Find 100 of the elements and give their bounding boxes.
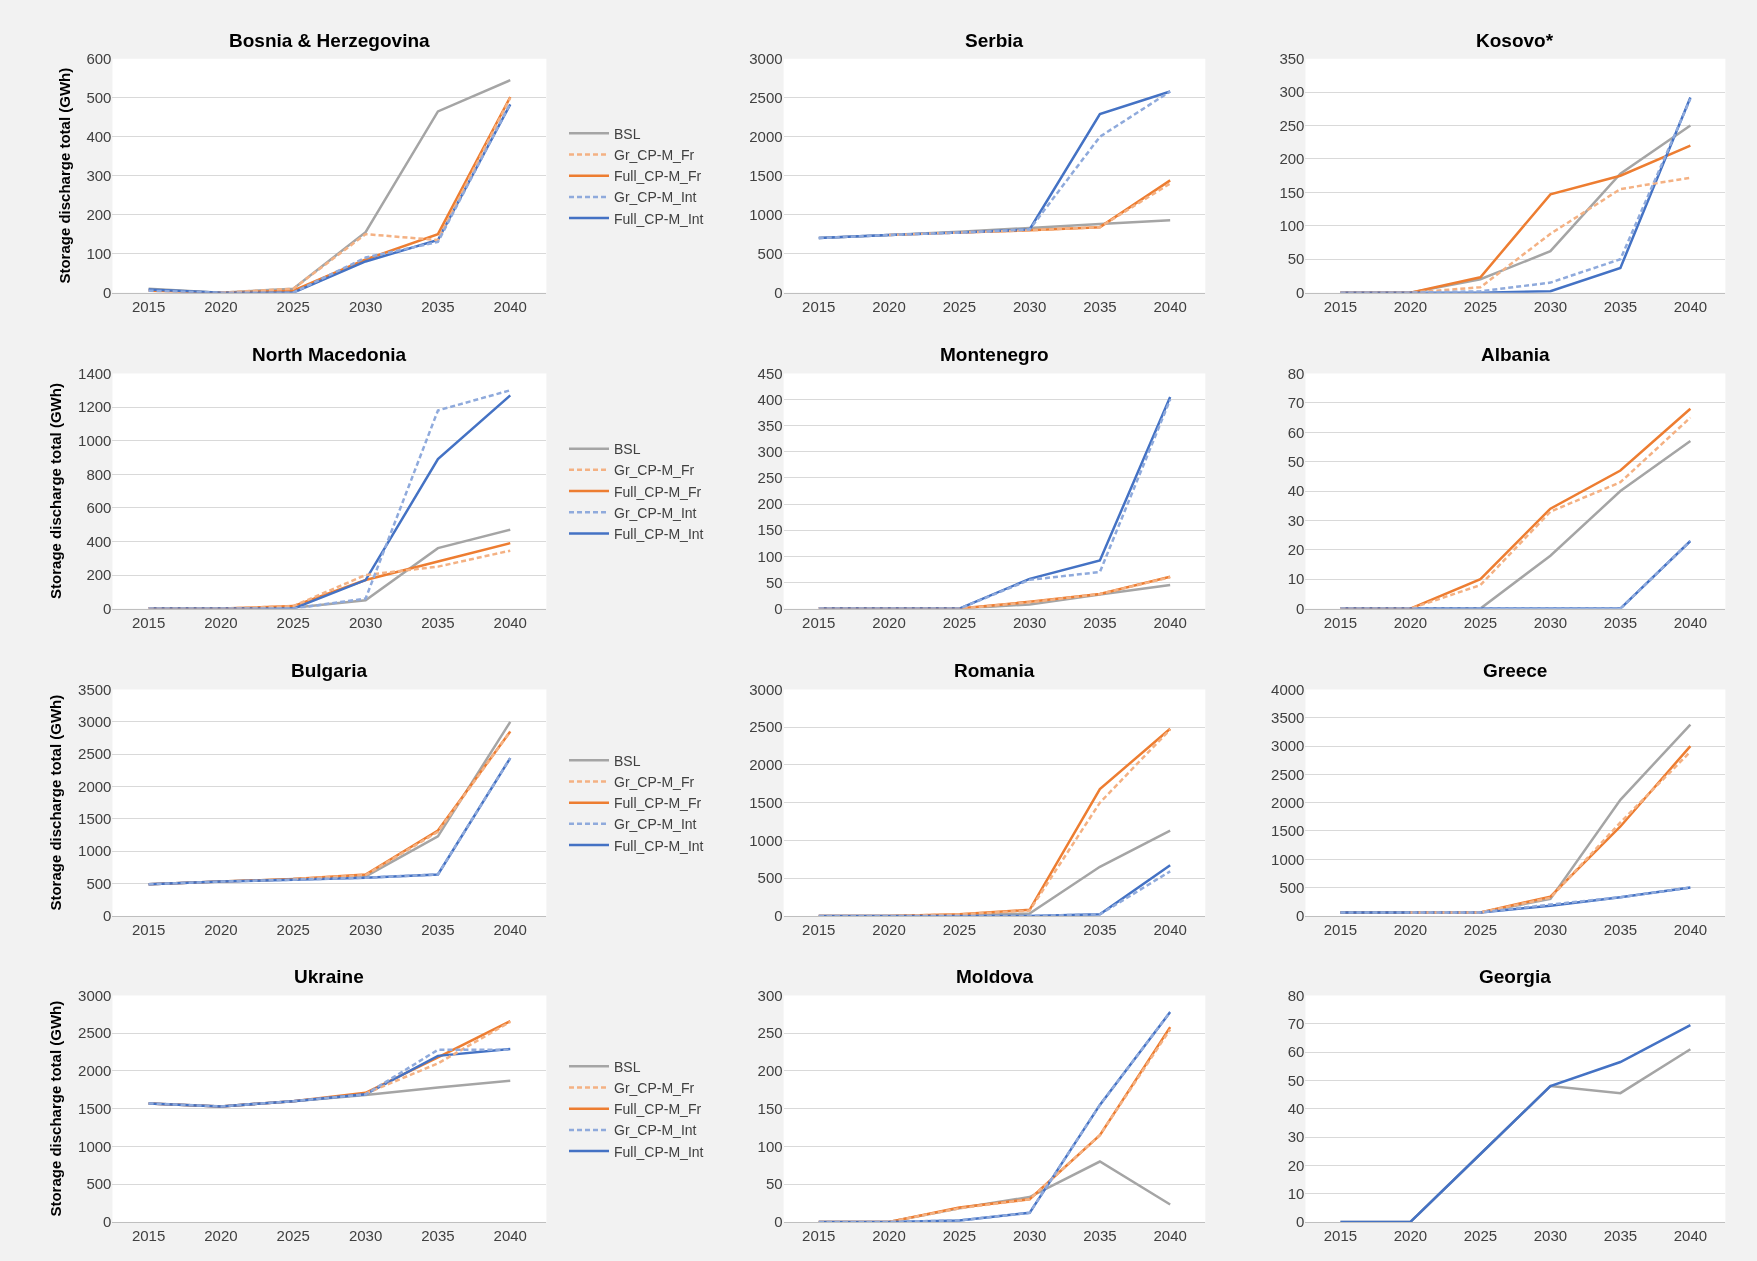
x-tick-label: 2035 [1603,1226,1638,1244]
y-tick-label: 250 [1279,116,1305,134]
y-tick-label: 200 [757,495,783,513]
x-tick-label: 2025 [942,1226,977,1244]
y-tick-label: 20 [1287,1156,1305,1174]
y-tick-label: 10 [1287,570,1305,588]
legend-label: Gr_CP-M_Int [614,816,697,833]
y-tick-label: 70 [1287,1015,1305,1033]
y-tick-label: 500 [1279,878,1305,896]
y-tick-label: 20 [1287,541,1305,559]
y-tick-label: 2000 [78,777,112,795]
x-tick-label: 2040 [493,297,527,315]
x-tick-label: 2020 [872,920,906,938]
y-tick-label: 2000 [749,127,783,145]
y-tick-label: 0 [103,1213,112,1231]
y-tick-label: 1200 [78,398,112,416]
legend-label: Gr_CP-M_Fr [614,773,695,790]
y-tick-label: 0 [1296,599,1305,617]
x-tick-label: 2015 [1323,297,1358,315]
x-tick-label: 2030 [348,920,383,938]
x-tick-label: 2040 [1153,1226,1187,1244]
x-tick-label: 2020 [204,920,238,938]
x-tick-label: 2035 [421,1226,455,1244]
chart-title: North Macedonia [252,344,407,365]
x-tick-label: 2015 [131,1226,166,1244]
y-tick-label: 70 [1287,394,1305,412]
y-tick-label: 50 [765,1175,783,1193]
x-tick-label: 2015 [1323,920,1358,938]
y-tick-label: 80 [1287,364,1305,382]
legend-label: Full_CP-M_Fr [614,795,702,812]
y-tick-label: 0 [1296,907,1305,925]
legend-label: Gr_CP-M_Fr [614,146,695,163]
legend-label: Full_CP-M_Fr [614,483,702,500]
x-tick-label: 2015 [131,297,166,315]
y-tick-label: 200 [757,1062,783,1080]
y-tick-label: 1000 [749,831,783,849]
y-tick-label: 450 [757,364,783,382]
y-tick-label: 500 [86,1175,112,1193]
x-tick-label: 2030 [1012,613,1047,631]
chart-title: Bosnia & Herzegovina [229,30,431,51]
legend-label: Full_CP-M_Int [614,837,704,854]
y-axis-title: Storage discharge total (GWh) [47,694,65,911]
y-tick-label: 200 [1279,150,1305,168]
legend-label: Gr_CP-M_Int [614,189,697,206]
y-tick-label: 400 [86,532,112,550]
y-tick-label: 0 [774,1213,783,1231]
x-tick-label: 2020 [204,1226,238,1244]
y-tick-label: 0 [1296,1213,1305,1231]
y-tick-label: 30 [1287,1128,1305,1146]
x-tick-label: 2035 [421,297,455,315]
x-tick-label: 2025 [1463,297,1498,315]
y-tick-label: 1000 [78,842,112,860]
legend-label: Full_CP-M_Fr [614,168,702,185]
x-tick-label: 2015 [131,613,166,631]
y-tick-label: 3000 [749,50,783,68]
x-tick-label: 2035 [421,920,455,938]
x-tick-label: 2020 [1393,297,1428,315]
x-tick-label: 2035 [421,613,455,631]
x-tick-label: 2035 [1603,920,1638,938]
x-tick-label: 2030 [1012,920,1047,938]
y-tick-label: 30 [1287,511,1305,529]
y-tick-label: 350 [757,416,783,434]
chart-title: Serbia [965,30,1024,51]
x-tick-label: 2030 [348,297,383,315]
y-tick-label: 2500 [749,718,783,736]
y-tick-label: 1500 [78,810,112,828]
y-tick-label: 400 [86,127,112,145]
x-tick-label: 2035 [1083,1226,1117,1244]
x-tick-label: 2015 [802,613,836,631]
y-tick-label: 2500 [78,745,112,763]
y-tick-label: 0 [103,907,112,925]
x-tick-label: 2025 [942,920,977,938]
y-tick-label: 400 [757,390,783,408]
y-tick-label: 150 [757,1099,783,1117]
y-tick-label: 1500 [749,166,783,184]
x-tick-label: 2040 [1673,920,1708,938]
y-axis-title: Storage discharge total (GWh) [47,383,65,599]
x-tick-label: 2035 [1603,297,1638,315]
x-tick-label: 2015 [802,297,836,315]
legend-label: BSL [614,125,641,142]
x-tick-label: 2040 [1153,297,1187,315]
y-tick-label: 1400 [78,364,112,382]
x-tick-label: 2025 [942,613,977,631]
legend-label: Full_CP-M_Int [614,1143,704,1160]
legend-label: Full_CP-M_Int [614,525,704,542]
y-tick-label: 350 [1279,50,1305,68]
y-axis-title: Storage discharge total (GWh) [47,1000,65,1217]
legend-label: Gr_CP-M_Int [614,1122,697,1139]
legend-label: BSL [614,441,641,458]
x-tick-label: 2040 [493,1226,527,1244]
y-tick-label: 0 [774,907,783,925]
y-tick-label: 300 [1279,83,1305,101]
x-tick-label: 2025 [1463,613,1498,631]
y-tick-label: 3000 [78,713,112,731]
y-tick-label: 200 [86,205,112,223]
y-tick-label: 3500 [78,680,112,698]
x-tick-label: 2040 [1673,297,1708,315]
y-tick-label: 3000 [749,680,783,698]
y-tick-label: 4000 [1271,680,1305,698]
chart-title: Greece [1483,660,1548,681]
